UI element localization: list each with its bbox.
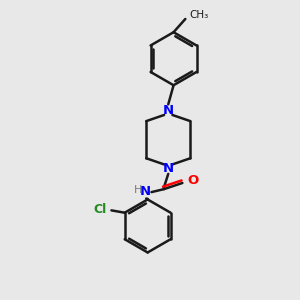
Text: O: O <box>187 174 198 187</box>
Text: N: N <box>163 162 174 175</box>
Text: CH₃: CH₃ <box>190 10 209 20</box>
Text: H: H <box>134 185 143 195</box>
Text: N: N <box>140 185 151 198</box>
Text: N: N <box>163 104 174 117</box>
Text: Cl: Cl <box>94 203 107 216</box>
